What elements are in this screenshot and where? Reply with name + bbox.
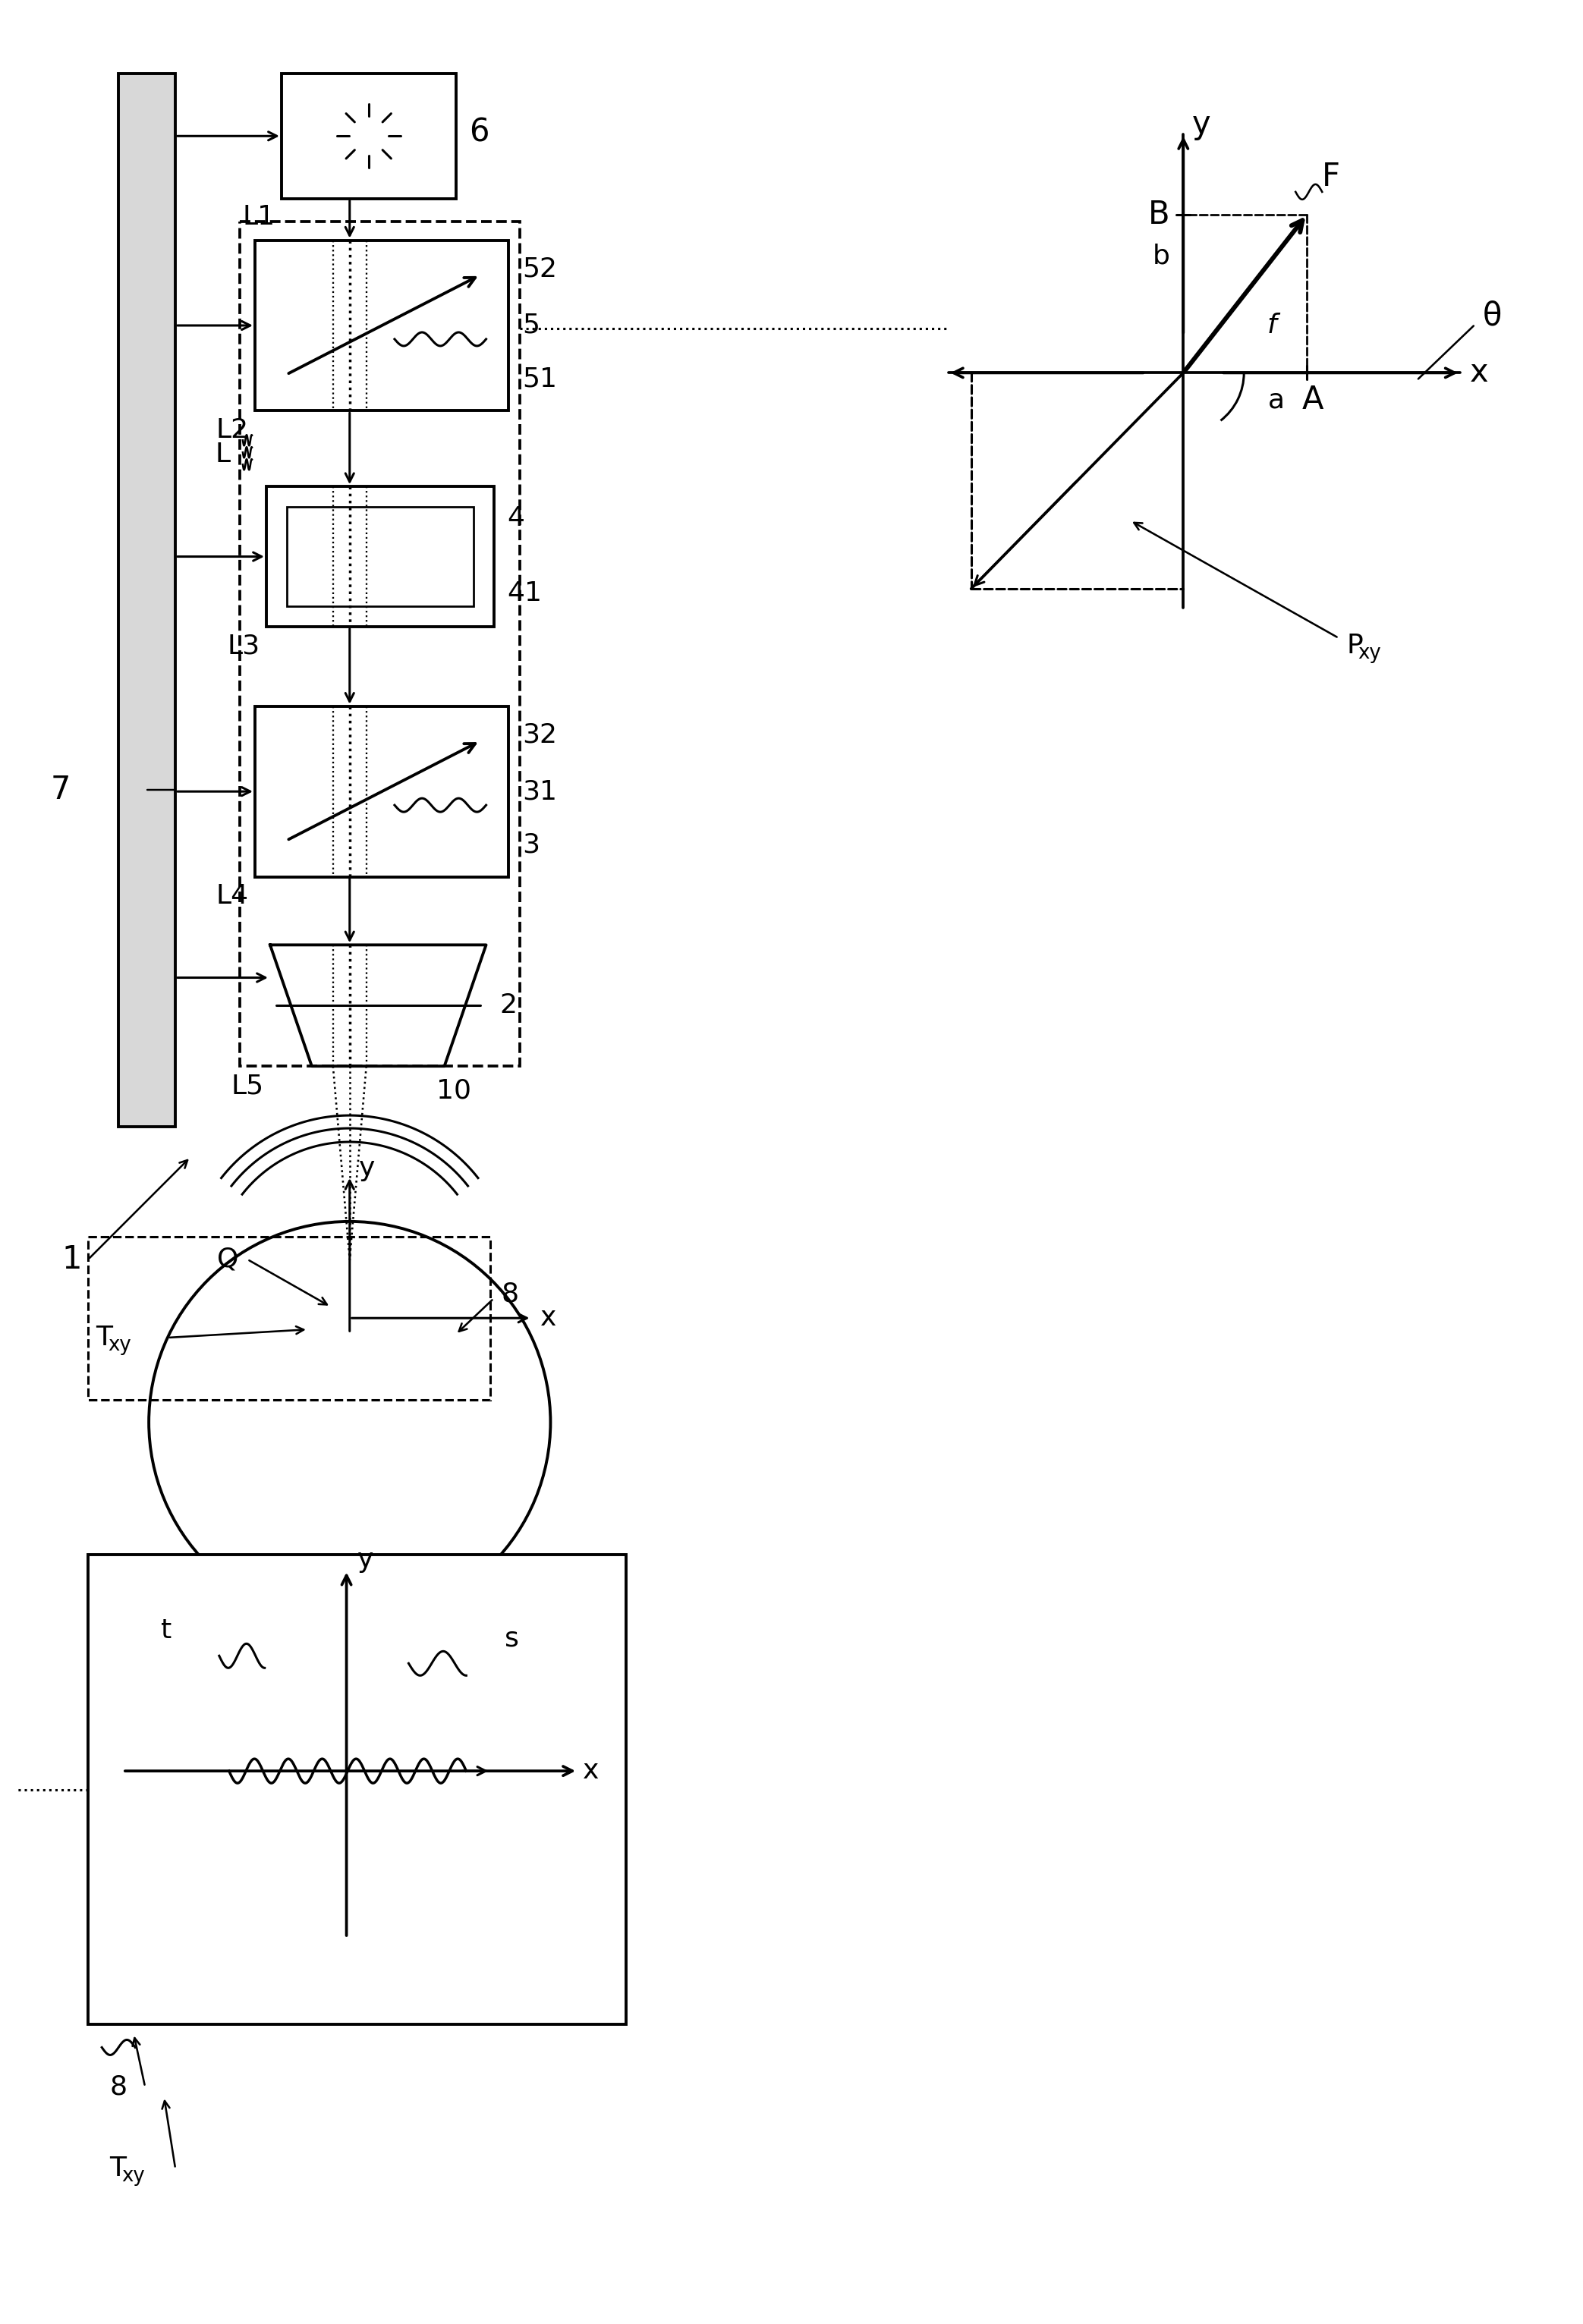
Text: 52: 52 xyxy=(522,256,557,281)
Bar xyxy=(266,486,494,627)
Text: xy: xy xyxy=(122,2166,146,2187)
Text: Q: Q xyxy=(217,1246,239,1271)
Text: 32: 32 xyxy=(522,723,557,748)
Text: T: T xyxy=(109,2157,127,2182)
Bar xyxy=(89,1236,489,1399)
Text: t: t xyxy=(161,1618,171,1643)
Text: 41: 41 xyxy=(507,581,543,607)
Text: xy: xy xyxy=(108,1336,131,1355)
Bar xyxy=(119,74,176,1127)
Text: L3: L3 xyxy=(228,634,260,660)
Text: L5: L5 xyxy=(231,1074,264,1099)
Text: 4: 4 xyxy=(507,504,524,532)
Bar xyxy=(239,221,521,1067)
Text: θ: θ xyxy=(1483,300,1502,332)
Text: 1: 1 xyxy=(62,1243,82,1276)
Text: a: a xyxy=(1268,388,1285,414)
Text: B: B xyxy=(1148,198,1170,230)
Text: y: y xyxy=(359,1155,375,1181)
Text: T: T xyxy=(97,1325,112,1350)
Text: s: s xyxy=(505,1624,519,1652)
Bar xyxy=(282,74,456,198)
Bar xyxy=(255,239,508,411)
Text: x: x xyxy=(583,1757,598,1785)
Bar xyxy=(287,507,473,607)
Text: y: y xyxy=(1192,109,1211,139)
Text: 2: 2 xyxy=(500,992,518,1018)
Text: A: A xyxy=(1303,383,1323,416)
Text: f: f xyxy=(1266,314,1276,339)
Text: 51: 51 xyxy=(522,365,557,393)
Text: x: x xyxy=(1469,358,1488,388)
Text: x: x xyxy=(541,1306,557,1332)
Text: 8: 8 xyxy=(502,1281,519,1306)
Text: 10: 10 xyxy=(435,1078,472,1104)
Text: 31: 31 xyxy=(522,779,557,804)
Text: xy: xy xyxy=(1358,644,1382,662)
Bar xyxy=(255,706,508,876)
Text: 7: 7 xyxy=(51,774,70,806)
Text: P: P xyxy=(1346,632,1363,658)
Text: F: F xyxy=(1322,160,1341,193)
Text: 3: 3 xyxy=(522,832,540,858)
Text: 6: 6 xyxy=(470,116,489,149)
Text: L: L xyxy=(215,442,231,467)
Text: b: b xyxy=(1152,244,1170,270)
Text: y: y xyxy=(358,1548,374,1573)
Text: 8: 8 xyxy=(109,2073,127,2099)
Bar xyxy=(89,1555,627,2024)
Text: L4: L4 xyxy=(217,883,249,909)
Text: L1: L1 xyxy=(242,205,275,230)
Text: L2: L2 xyxy=(217,418,249,444)
Text: 5: 5 xyxy=(522,311,540,339)
